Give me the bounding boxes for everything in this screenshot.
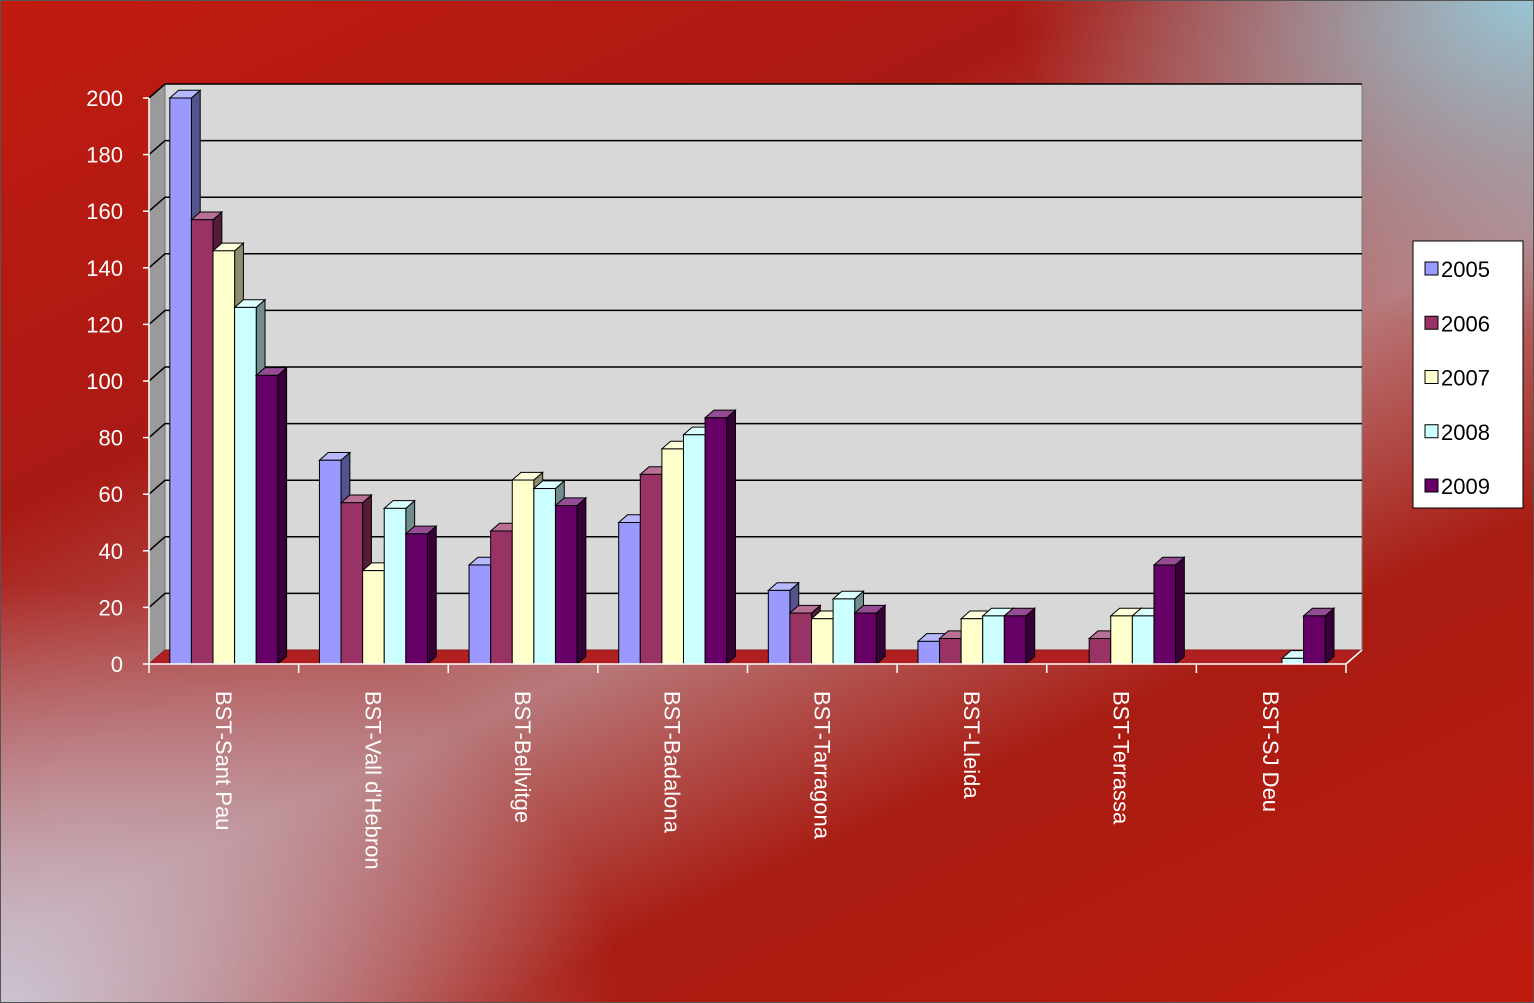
bar-side <box>426 525 437 666</box>
legend-swatch <box>1424 261 1439 276</box>
bar-front <box>405 533 428 665</box>
bar <box>1003 607 1037 666</box>
gridline-side <box>148 253 166 269</box>
y-tick-label: 200 <box>86 86 123 111</box>
legend-swatch <box>1424 478 1439 493</box>
bar-front <box>789 612 813 665</box>
x-axis-depth-line <box>1345 649 1363 665</box>
bar-front <box>832 598 856 665</box>
bar-front <box>682 434 706 665</box>
y-tick-label: 180 <box>86 143 123 168</box>
y-tick-label: 120 <box>86 312 123 337</box>
bar-front <box>1131 615 1155 665</box>
bar-front <box>340 502 364 665</box>
x-tick-label: BST-Terrassa <box>1109 691 1134 825</box>
legend-label: 2006 <box>1441 311 1490 336</box>
bar-front <box>1153 564 1177 665</box>
bar-front <box>383 507 407 665</box>
legend-label: 2009 <box>1441 474 1490 499</box>
bar <box>554 496 588 666</box>
bar-front <box>1003 615 1027 665</box>
gridline-side <box>148 196 166 212</box>
bar-front <box>511 479 535 665</box>
bar-front <box>490 530 513 665</box>
bar-front <box>618 522 641 665</box>
bar <box>404 525 438 666</box>
y-tick-label: 100 <box>86 369 123 394</box>
legend-label: 2007 <box>1441 366 1490 391</box>
bar-front <box>169 97 192 665</box>
legend-label: 2005 <box>1441 257 1490 282</box>
gridline-side <box>148 592 166 608</box>
gridline-side <box>148 479 166 495</box>
bar-side <box>1175 556 1185 666</box>
x-tick-label: BST-SJ Deu <box>1258 691 1283 812</box>
bar-front <box>960 618 984 665</box>
x-tick-label: BST-Badalona <box>660 691 685 834</box>
x-axis-ticks: BST-Sant Pau BST-Vall d'Hebron BST-Bellvit… <box>148 664 1347 870</box>
bar-side <box>875 604 886 666</box>
gridline-side <box>148 536 166 552</box>
gridline-side <box>148 83 166 99</box>
gridline-side <box>148 309 166 325</box>
y-tick-label: 40 <box>99 539 123 564</box>
bar-front <box>854 612 877 665</box>
gridline-side <box>148 423 166 439</box>
y-axis-ticks: 0 20 40 60 80 100 120 140 160 180 200 <box>86 86 149 677</box>
bar-front <box>318 459 342 665</box>
bar-front <box>212 250 236 665</box>
bar-side <box>277 366 288 666</box>
bar-front <box>533 488 556 665</box>
bar <box>1302 607 1336 666</box>
bar-front <box>190 219 214 665</box>
legend-label: 2008 <box>1441 420 1490 445</box>
y-tick-label: 0 <box>111 652 123 677</box>
x-tick-label: BST-Bellvitge <box>510 691 535 823</box>
legend-swatch <box>1424 315 1439 330</box>
y-tick-label: 60 <box>99 482 123 507</box>
bar <box>254 366 288 666</box>
bar-front <box>767 589 791 665</box>
bar-front <box>1281 657 1305 665</box>
legend: 2005 2006 2007 2008 2009 <box>1412 240 1524 509</box>
bar-front <box>554 505 578 665</box>
gridline-side <box>148 140 166 156</box>
bar <box>1152 556 1186 666</box>
bar-front <box>939 638 962 665</box>
bar-side <box>726 408 736 666</box>
x-tick-label: BST-Tarragona <box>809 691 834 840</box>
bar-front <box>982 615 1005 665</box>
bar-front <box>234 306 257 665</box>
bar-front <box>639 473 663 665</box>
x-tick-label: BST-Vall d'Hebron <box>360 691 385 870</box>
y-tick-label: 140 <box>86 256 123 281</box>
bar-front <box>1303 615 1326 665</box>
y-tick-label: 160 <box>86 199 123 224</box>
bar <box>853 604 887 666</box>
bar-front <box>255 374 279 665</box>
bar-side <box>576 496 587 666</box>
y-tick-label: 80 <box>99 426 123 451</box>
bar-front <box>1088 638 1112 665</box>
bar-front <box>661 448 684 665</box>
legend-swatch <box>1424 424 1439 439</box>
bar-side <box>1025 607 1036 666</box>
bar-front <box>811 618 834 665</box>
bar-front <box>468 564 492 665</box>
legend-swatch <box>1424 370 1439 384</box>
bar-front <box>1110 615 1133 665</box>
bar-front <box>917 640 941 665</box>
bar-side <box>1324 607 1335 666</box>
x-tick-label: BST-Sant Pau <box>211 691 236 830</box>
x-tick-label: BST-Lleida <box>959 691 984 799</box>
bar-front <box>362 570 385 665</box>
gridline-side <box>148 366 166 382</box>
bar-front <box>704 417 728 665</box>
bar <box>703 408 737 666</box>
y-tick-label: 20 <box>99 595 123 620</box>
